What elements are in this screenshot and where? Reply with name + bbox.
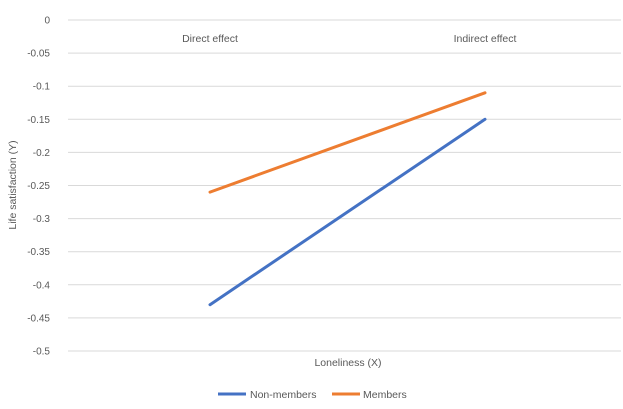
- category-label: Indirect effect: [454, 33, 517, 45]
- y-tick-label: 0: [44, 16, 50, 27]
- y-tick-label: -0.2: [33, 148, 51, 159]
- y-tick-label: -0.15: [27, 115, 50, 126]
- x-axis-title: Loneliness (X): [314, 357, 381, 369]
- y-tick-label: -0.05: [27, 49, 50, 60]
- y-tick-label: -0.35: [27, 247, 50, 258]
- series-lines: [208, 91, 487, 307]
- legend-label: Members: [363, 389, 407, 401]
- y-axis-title: Life satisfaction (Y): [7, 140, 19, 229]
- y-tick-label: -0.1: [33, 82, 51, 93]
- series-line-members: [208, 91, 487, 194]
- gridlines: [68, 19, 621, 352]
- y-tick-label: -0.25: [27, 181, 50, 192]
- legend-label: Non-members: [250, 389, 317, 401]
- category-labels: Direct effect Indirect effect: [182, 33, 516, 45]
- series-line-non-members: [208, 117, 487, 307]
- y-tick-label: -0.5: [33, 347, 51, 358]
- category-label: Direct effect: [182, 33, 238, 45]
- y-axis-ticks: 0 -0.05 -0.1 -0.15 -0.2 -0.25 -0.3 -0.35 -0.4 -0.…: [27, 16, 50, 358]
- y-tick-label: -0.45: [27, 313, 50, 324]
- legend: Non-members Members: [218, 389, 407, 401]
- y-tick-label: -0.3: [33, 214, 51, 225]
- y-tick-label: -0.4: [33, 280, 51, 291]
